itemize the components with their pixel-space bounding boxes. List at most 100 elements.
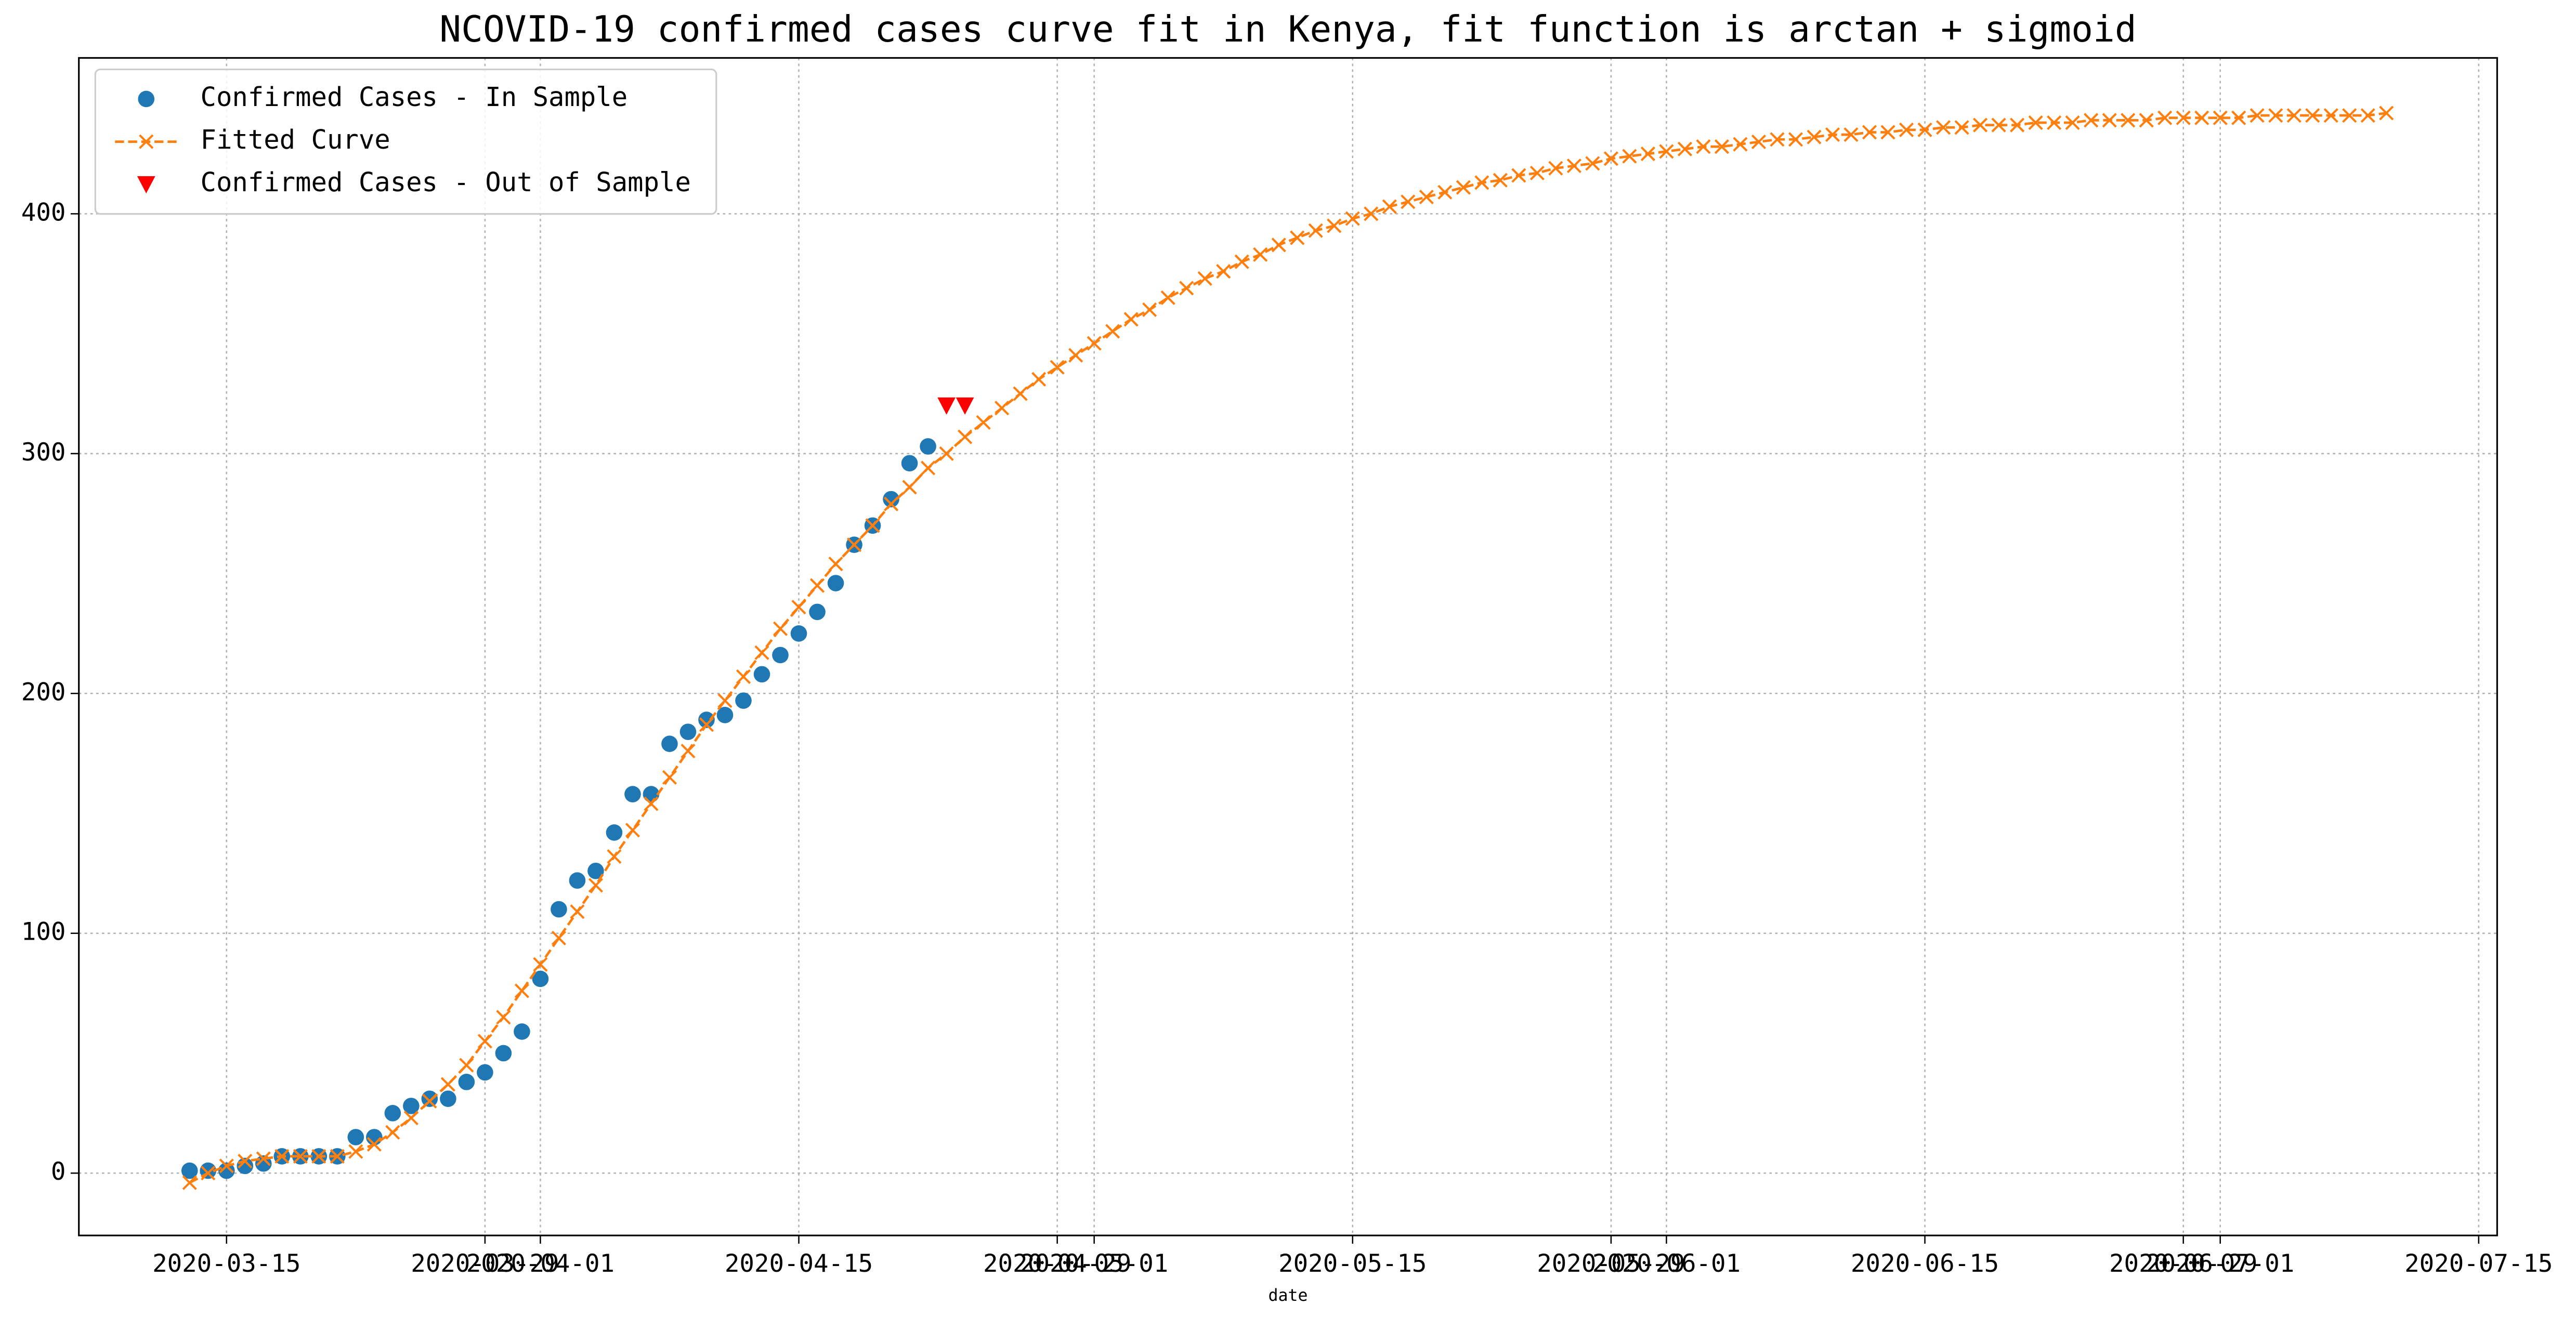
x-tick-label: 2020-03-29 bbox=[411, 1249, 559, 1278]
point bbox=[1382, 199, 1397, 214]
point bbox=[1843, 127, 1859, 142]
point bbox=[809, 603, 826, 621]
point bbox=[698, 711, 715, 728]
point bbox=[1364, 206, 1379, 221]
point bbox=[790, 625, 807, 642]
y-tick-label: 100 bbox=[21, 918, 66, 946]
point bbox=[1271, 238, 1286, 253]
point bbox=[735, 692, 752, 709]
point bbox=[956, 397, 974, 415]
series bbox=[182, 106, 2394, 1190]
point bbox=[753, 666, 770, 683]
point bbox=[883, 491, 899, 508]
point bbox=[1031, 372, 1047, 387]
point bbox=[736, 669, 751, 684]
point bbox=[679, 723, 697, 740]
point bbox=[662, 770, 677, 785]
point bbox=[2157, 110, 2173, 125]
x-tick-label: 2020-06-29 bbox=[2109, 1249, 2257, 1278]
point bbox=[920, 438, 936, 455]
point bbox=[1511, 168, 1526, 183]
x-tick-label: 2020-03-15 bbox=[152, 1249, 300, 1278]
point bbox=[496, 1010, 511, 1025]
point bbox=[809, 578, 825, 593]
point bbox=[624, 786, 641, 802]
point bbox=[459, 1058, 474, 1073]
legend-marker bbox=[138, 90, 155, 108]
point bbox=[1179, 281, 1194, 296]
point bbox=[588, 878, 604, 893]
point bbox=[2102, 113, 2117, 128]
point bbox=[1659, 144, 1674, 159]
point bbox=[219, 1158, 234, 1174]
point bbox=[995, 401, 1010, 416]
point bbox=[2028, 115, 2043, 130]
point bbox=[2121, 113, 2136, 128]
point bbox=[865, 518, 880, 533]
point bbox=[218, 1162, 235, 1179]
point bbox=[1862, 125, 1877, 140]
point bbox=[939, 446, 954, 461]
point bbox=[1013, 386, 1028, 401]
point bbox=[1788, 132, 1803, 147]
point bbox=[182, 1175, 197, 1190]
legend-marker bbox=[137, 176, 155, 194]
plot-frame bbox=[78, 57, 2498, 1236]
point bbox=[1123, 312, 1139, 327]
point bbox=[607, 849, 622, 864]
point bbox=[1770, 132, 1785, 147]
point bbox=[1234, 254, 1249, 269]
point bbox=[347, 1129, 364, 1145]
point bbox=[238, 1154, 253, 1169]
point bbox=[1714, 139, 1730, 154]
point bbox=[2065, 115, 2080, 130]
y-tick-label: 400 bbox=[21, 198, 66, 227]
x-axis-label: date bbox=[1268, 1286, 1307, 1305]
x-tick-label: 2020-07-01 bbox=[2146, 1249, 2294, 1278]
point bbox=[403, 1098, 420, 1114]
point bbox=[717, 693, 733, 708]
legend-box bbox=[94, 68, 717, 215]
point bbox=[681, 743, 696, 759]
x-tick-label: 2020-06-01 bbox=[1592, 1249, 1741, 1278]
series bbox=[181, 438, 936, 1179]
point bbox=[1345, 211, 1360, 226]
point bbox=[1437, 184, 1453, 200]
point bbox=[976, 415, 991, 430]
point bbox=[1696, 139, 1711, 154]
point bbox=[1807, 129, 1822, 144]
point bbox=[644, 796, 659, 811]
point bbox=[2176, 110, 2191, 125]
point bbox=[1585, 156, 1600, 171]
point bbox=[477, 1034, 492, 1049]
point bbox=[1566, 158, 1581, 174]
point bbox=[587, 862, 604, 879]
point bbox=[533, 957, 548, 972]
point bbox=[1751, 134, 1767, 150]
point bbox=[440, 1077, 455, 1092]
point bbox=[367, 1137, 382, 1152]
point bbox=[2231, 110, 2246, 125]
x-tick-label: 2020-05-01 bbox=[1020, 1249, 1168, 1278]
point bbox=[791, 600, 806, 615]
point bbox=[2047, 115, 2062, 130]
point bbox=[1050, 360, 1065, 375]
point bbox=[458, 1074, 475, 1090]
point bbox=[2268, 108, 2283, 123]
point bbox=[2250, 108, 2265, 123]
point bbox=[181, 1162, 198, 1179]
point bbox=[1253, 247, 1268, 262]
point bbox=[1548, 161, 1563, 176]
legend-label: Confirmed Cases - Out of Sample bbox=[201, 167, 691, 197]
point bbox=[514, 983, 529, 998]
point bbox=[311, 1149, 326, 1164]
point bbox=[1068, 348, 1083, 363]
point bbox=[1493, 173, 1508, 188]
point bbox=[1327, 218, 1342, 233]
point bbox=[1197, 271, 1212, 286]
x-tick-label: 2020-05-29 bbox=[1537, 1249, 1685, 1278]
point bbox=[1105, 324, 1120, 339]
y-tick-label: 0 bbox=[51, 1157, 66, 1186]
point bbox=[293, 1149, 308, 1164]
